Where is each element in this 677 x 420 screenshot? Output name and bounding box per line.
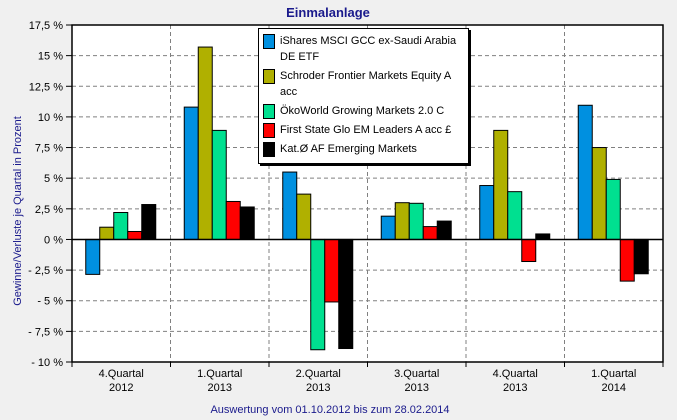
x-axis: 4.Quartal 2012 1.Quartal 2013 2.Quartal 2013 3…	[71, 362, 664, 394]
y-tick-label: - 7,5 %	[28, 326, 63, 338]
y-tick-label: 0 %	[44, 234, 63, 246]
bar	[605, 178, 621, 240]
legend-item: Kat.Ø AF Emerging Markets	[263, 141, 464, 157]
legend-swatch	[263, 123, 275, 138]
bar	[507, 191, 523, 240]
x-tick-label: 2013	[405, 382, 429, 394]
bar	[408, 202, 424, 240]
y-tick-label: 2,5 %	[35, 204, 63, 216]
x-tick-label: 1.Quartal	[591, 368, 636, 380]
bar	[197, 46, 213, 240]
bar	[479, 185, 495, 240]
bar	[591, 147, 607, 240]
x-tick-label: 2013	[208, 382, 232, 394]
legend-label: iShares MSCI GCC ex-Saudi Arabia DE ETF	[280, 35, 457, 63]
x-tick-label: 2012	[109, 382, 133, 394]
x-axis-label: Auswertung vom 01.10.2012 bis zum 28.02.…	[210, 404, 449, 416]
bar	[380, 215, 396, 240]
bars	[85, 46, 649, 351]
legend-item: iShares MSCI GCC ex-Saudi Arabia DE ETF	[263, 33, 464, 65]
bar	[310, 238, 326, 351]
bar	[296, 193, 312, 240]
bar	[436, 220, 452, 240]
bar	[493, 129, 509, 240]
bar	[324, 238, 340, 303]
bar	[225, 200, 241, 240]
legend-swatch	[263, 142, 275, 157]
bar	[183, 106, 199, 240]
x-tick-label: 2.Quartal	[296, 368, 341, 380]
bar	[633, 238, 649, 275]
legend-swatch	[263, 69, 275, 84]
legend-swatch	[263, 104, 275, 119]
bar	[422, 226, 438, 240]
x-tick-label: 2014	[602, 382, 626, 394]
x-tick-label: 3.Quartal	[394, 368, 439, 380]
bar	[85, 238, 101, 275]
legend-item: First State Glo EM Leaders A acc £	[263, 122, 464, 138]
y-tick-label: 15 %	[38, 51, 63, 63]
y-tick-label: - 10 %	[31, 357, 63, 369]
bar	[338, 238, 354, 350]
x-tick-label: 4.Quartal	[99, 368, 144, 380]
bar	[211, 129, 227, 240]
legend: iShares MSCI GCC ex-Saudi Arabia DE ETF Sc…	[258, 28, 469, 164]
y-axis-label: Gewinne/Verluste je Quartal in Prozent	[12, 116, 24, 306]
x-tick-label: 2013	[306, 382, 330, 394]
x-tick-label: 2013	[503, 382, 527, 394]
legend-item: ÖkoWorld Growing Markets 2.0 C	[263, 103, 464, 119]
bar	[282, 171, 298, 240]
legend-label: ÖkoWorld Growing Markets 2.0 C	[280, 105, 445, 117]
bar	[113, 211, 129, 240]
bar	[619, 238, 635, 282]
legend-swatch	[263, 34, 275, 49]
bar	[521, 238, 537, 263]
bar	[127, 230, 143, 240]
chart-title: Einmalanlage	[286, 5, 370, 20]
legend-label: Kat.Ø AF Emerging Markets	[280, 143, 417, 155]
bar	[99, 226, 115, 240]
y-tick-label: 17,5 %	[29, 20, 63, 32]
y-axis: - 10 % - 7,5 % - 5 % - 2,5 % 0 % 2,5 % 5 % 7,5 …	[28, 20, 72, 369]
y-tick-label: 10 %	[38, 112, 63, 124]
y-tick-label: - 2,5 %	[28, 265, 63, 277]
y-tick-label: 7,5 %	[35, 143, 63, 155]
x-tick-label: 1.Quartal	[197, 368, 242, 380]
y-tick-label: - 5 %	[37, 296, 63, 308]
y-tick-label: 12,5 %	[29, 81, 63, 93]
bar	[394, 202, 410, 240]
bar	[535, 233, 551, 240]
bar	[141, 204, 157, 240]
bar	[577, 104, 593, 240]
x-tick-label: 4.Quartal	[493, 368, 538, 380]
y-tick-label: 5 %	[44, 173, 63, 185]
bar	[239, 206, 255, 240]
legend-label: First State Glo EM Leaders A acc £	[280, 124, 452, 136]
